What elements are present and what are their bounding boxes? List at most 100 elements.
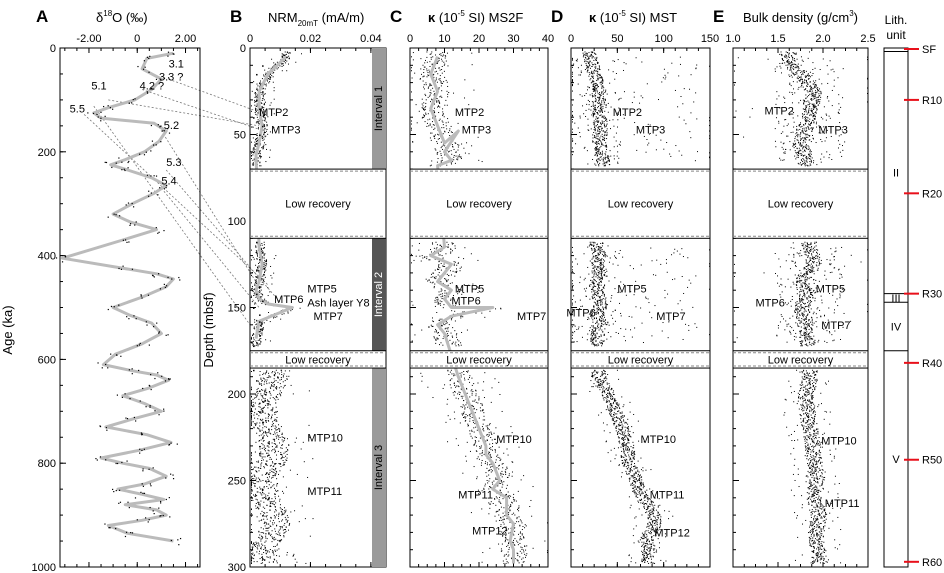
data-point [253, 494, 255, 496]
data-point [273, 465, 275, 467]
data-point [580, 305, 582, 307]
data-point [262, 397, 264, 399]
data-point [607, 397, 609, 399]
data-point [594, 266, 596, 268]
data-point [263, 74, 265, 76]
data-point [420, 68, 422, 70]
data-point [593, 251, 595, 253]
data-point [251, 498, 253, 500]
data-point [440, 304, 442, 306]
data-point [521, 552, 523, 554]
data-point [594, 345, 596, 347]
data-point [279, 500, 281, 502]
data-point [434, 331, 436, 333]
data-point [274, 498, 276, 500]
data-point [444, 63, 446, 65]
nrm-point [259, 259, 261, 261]
data-point [459, 315, 461, 317]
data-point [263, 257, 265, 259]
data-point [591, 258, 593, 260]
data-point [486, 439, 488, 441]
data-point [608, 164, 610, 166]
data-point [251, 370, 252, 372]
data-point [262, 396, 264, 398]
data-point [463, 370, 465, 372]
data-point [578, 326, 580, 328]
data-point [270, 416, 272, 418]
data-point [471, 52, 473, 54]
data-point [489, 478, 491, 480]
data-point [495, 427, 497, 429]
data-point [260, 548, 262, 550]
data-point [596, 155, 598, 157]
data-point [268, 533, 270, 535]
d18o-point [121, 461, 123, 464]
data-point [282, 459, 284, 461]
data-point [271, 470, 273, 472]
data-point [592, 56, 594, 58]
data-point [600, 273, 602, 275]
data-point [255, 424, 257, 426]
data-point [599, 76, 601, 78]
data-point [432, 281, 434, 283]
data-point [466, 387, 468, 389]
d18o-point [96, 113, 98, 115]
data-point [604, 254, 606, 256]
data-point [428, 326, 430, 328]
data-point [433, 336, 435, 338]
data-point [589, 243, 591, 245]
data-point [510, 495, 512, 497]
data-point [591, 53, 593, 55]
data-point [265, 144, 267, 146]
d18o-point [177, 539, 179, 541]
data-point [508, 554, 510, 556]
data-point [267, 445, 269, 447]
data-point [445, 267, 447, 269]
data-point [437, 268, 439, 270]
data-point [261, 399, 263, 401]
data-point [257, 390, 259, 392]
data-point [589, 79, 591, 81]
data-point [612, 119, 614, 121]
data-point [604, 397, 606, 399]
data-point [591, 262, 593, 264]
data-point [604, 158, 606, 160]
data-point [588, 55, 590, 57]
d18o-point [119, 501, 122, 503]
data-point [519, 525, 521, 527]
data-point [469, 430, 471, 432]
d18o-point [131, 532, 134, 534]
data-point [443, 61, 445, 63]
data-point [438, 87, 440, 89]
data-point [506, 561, 508, 563]
data-point [591, 372, 593, 374]
data-point [600, 339, 602, 341]
data-point [272, 550, 274, 552]
data-point [251, 155, 252, 157]
data-point [594, 136, 596, 138]
data-point [467, 371, 469, 373]
data-point [263, 269, 265, 271]
data-point [584, 61, 586, 63]
data-point [436, 101, 438, 103]
data-point [457, 344, 459, 346]
data-point [596, 258, 598, 260]
data-point [591, 291, 593, 293]
data-point [466, 388, 468, 390]
data-point [255, 541, 257, 543]
annotation-label: MTP10 [307, 432, 342, 444]
data-point [458, 391, 460, 393]
data-point [259, 151, 261, 153]
data-point [463, 292, 465, 294]
data-point [255, 470, 257, 472]
data-point [426, 70, 428, 72]
data-point [253, 414, 255, 416]
data-point [521, 522, 523, 524]
data-point [605, 146, 607, 148]
data-point [605, 89, 607, 91]
data-point [602, 242, 604, 244]
d18o-point [153, 144, 155, 146]
data-point [519, 550, 521, 552]
data-point [275, 387, 277, 389]
data-point [421, 98, 423, 100]
